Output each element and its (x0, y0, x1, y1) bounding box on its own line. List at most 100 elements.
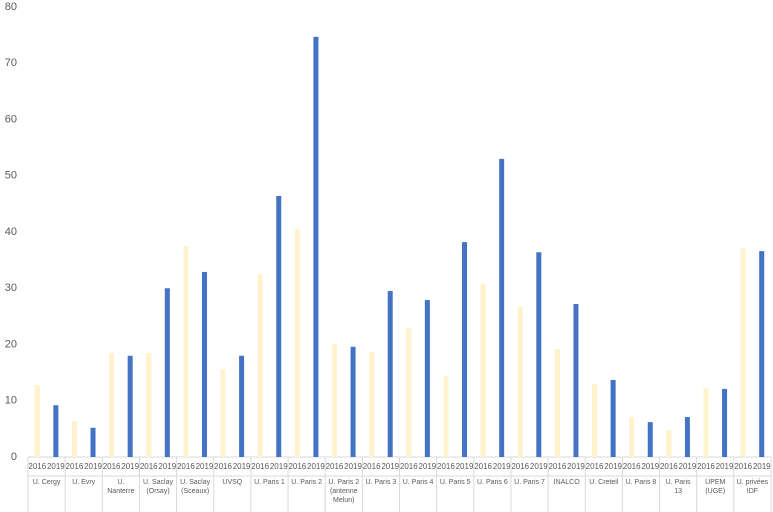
series-label: 2016 (363, 462, 381, 471)
bar (109, 352, 115, 457)
bar (573, 304, 579, 457)
bar (424, 300, 430, 457)
y-tick-label: 30 (5, 282, 17, 294)
bar (759, 251, 765, 457)
series-label: 2019 (270, 462, 288, 471)
category-label: U. Paris 13 (665, 479, 691, 495)
series-label: 2016 (660, 462, 678, 471)
series-label: 2019 (456, 462, 474, 471)
series-label: 2016 (697, 462, 715, 471)
bar (684, 417, 690, 457)
bar (722, 388, 728, 457)
bar (666, 430, 672, 457)
series-label: 2016 (437, 462, 455, 471)
bar (369, 351, 375, 457)
y-tick-label: 60 (5, 113, 17, 125)
series-label: 2016 (214, 462, 232, 471)
bar (554, 349, 560, 457)
bar (164, 288, 170, 457)
series-label: 2016 (103, 462, 121, 471)
bar (294, 229, 300, 457)
series-label: 2016 (177, 462, 195, 471)
series-label: 2016 (734, 462, 752, 471)
category-label: INALCO (553, 479, 580, 486)
bar (536, 252, 542, 457)
category-label: U. privées IDF (736, 479, 769, 495)
category-label: U. Paris 5 (439, 479, 471, 486)
series-label: 2016 (140, 462, 158, 471)
bar (71, 421, 77, 457)
series-label: 2019 (344, 462, 362, 471)
series-label: 2019 (158, 462, 176, 471)
bar (499, 158, 505, 457)
bar (703, 387, 709, 457)
series-label: 2016 (326, 462, 344, 471)
series-label: 2019 (530, 462, 548, 471)
series-label: 2019 (753, 462, 771, 471)
y-tick-label: 50 (5, 170, 17, 182)
bar (517, 306, 523, 457)
series-label: 2016 (288, 462, 306, 471)
bar (276, 196, 282, 457)
y-tick-label: 10 (5, 395, 17, 407)
series-label: 2019 (381, 462, 399, 471)
series-label: 2019 (716, 462, 734, 471)
series-label: 2019 (604, 462, 622, 471)
series-label: 2019 (307, 462, 325, 471)
series-label: 2019 (567, 462, 585, 471)
bar (90, 427, 96, 457)
series-label: 2019 (233, 462, 251, 471)
category-label: U. Saclay (Orsay) (143, 479, 173, 495)
y-tick-label: 40 (5, 226, 17, 238)
series-label: 2019 (121, 462, 139, 471)
series-label: 2016 (548, 462, 566, 471)
category-label: UVSQ (222, 479, 243, 486)
bar (34, 385, 40, 457)
series-label: 2019 (84, 462, 102, 471)
bar (647, 422, 653, 457)
category-label: U. Paris 8 (625, 479, 657, 486)
series-label: 2019 (196, 462, 214, 471)
series-label: 2016 (474, 462, 492, 471)
series-label: 2016 (251, 462, 269, 471)
bar (443, 376, 449, 457)
bar (257, 274, 263, 457)
bar (220, 369, 226, 457)
series-label: 2016 (511, 462, 529, 471)
series-label: 2019 (47, 462, 65, 471)
y-tick-label: 80 (5, 1, 17, 13)
category-label: UPEM (UGE) (705, 479, 726, 495)
bar (201, 271, 207, 457)
series-label: 2016 (586, 462, 604, 471)
series-label: 2016 (400, 462, 418, 471)
series-label: 2016 (623, 462, 641, 471)
series-label: 2019 (679, 462, 697, 471)
series-label: 2019 (493, 462, 511, 471)
bar (610, 379, 616, 457)
bar (331, 343, 337, 457)
category-label: U. Cergy (32, 479, 61, 486)
bar (629, 417, 635, 457)
category-label: U. Paris 4 (402, 479, 434, 486)
category-label: U. Paris 7 (514, 479, 545, 486)
category-label: U. Paris 2 (antenne Melun) (328, 479, 360, 504)
series-label: 2016 (28, 462, 46, 471)
y-tick-label: 70 (5, 57, 17, 69)
bar (480, 283, 486, 457)
category-label: U. Paris 2 (291, 479, 322, 486)
bar (239, 355, 245, 457)
bar (183, 246, 189, 457)
bar (350, 346, 356, 457)
bar (146, 352, 152, 457)
bar (592, 383, 598, 457)
bar (313, 36, 319, 457)
bar (387, 291, 393, 457)
series-label: 2019 (641, 462, 659, 471)
category-label: U. Paris 3 (365, 479, 397, 486)
series-label: 2019 (418, 462, 436, 471)
bar (406, 328, 412, 457)
bar (462, 242, 468, 457)
bar (53, 405, 59, 457)
category-label: U. Paris 6 (477, 479, 508, 486)
